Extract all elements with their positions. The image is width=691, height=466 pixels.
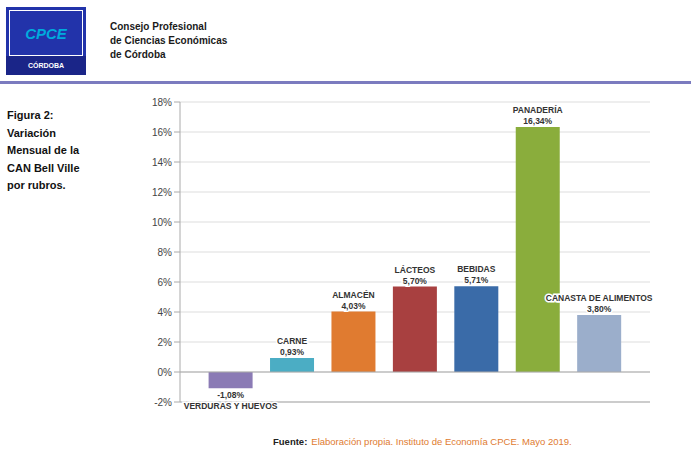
svg-text:3,80%: 3,80% bbox=[587, 304, 612, 314]
svg-text:0%: 0% bbox=[158, 367, 173, 378]
html-text:de Córdoba: de Córdoba bbox=[110, 49, 166, 60]
svg-text:18%: 18% bbox=[152, 97, 172, 108]
svg-text:CANASTA DE ALIMENTOS: CANASTA DE ALIMENTOS bbox=[546, 293, 653, 303]
svg-text:CARNE: CARNE bbox=[277, 336, 308, 346]
svg-text:VERDURAS Y HUEVOS: VERDURAS Y HUEVOS bbox=[184, 401, 278, 411]
html-text:Consejo Profesional: Consejo Profesional bbox=[110, 21, 207, 32]
svg-text:4%: 4% bbox=[158, 307, 173, 318]
svg-text:16,34%: 16,34% bbox=[523, 116, 552, 126]
svg-text:8%: 8% bbox=[158, 247, 173, 258]
html-text:CÓRDOBA: CÓRDOBA bbox=[27, 62, 65, 69]
html-text:Fuente: Elaboración propia. In: Fuente: Elaboración propia. Instituto de… bbox=[273, 436, 572, 447]
svg-text:6%: 6% bbox=[158, 277, 173, 288]
svg-text:5,71%: 5,71% bbox=[464, 275, 489, 285]
svg-text:ALMACÉN: ALMACÉN bbox=[332, 290, 375, 300]
svg-text:4,03%: 4,03% bbox=[341, 301, 366, 311]
svg-text:10%: 10% bbox=[152, 217, 172, 228]
svg-text:12%: 12% bbox=[152, 187, 172, 198]
svg-text:-2%: -2% bbox=[154, 397, 172, 408]
svg-text:16%: 16% bbox=[152, 127, 172, 138]
svg-text:2%: 2% bbox=[158, 337, 173, 348]
svg-text:0,93%: 0,93% bbox=[280, 347, 305, 357]
html-text:CPCE: CPCE bbox=[25, 24, 67, 42]
svg-text:14%: 14% bbox=[152, 157, 172, 168]
svg-text:LÁCTEOS: LÁCTEOS bbox=[395, 265, 436, 275]
svg-text:PANADERÍA: PANADERÍA bbox=[513, 105, 563, 115]
html-text:Figura 2: Variación Mensual de: Figura 2: Variación Mensual de la CAN Be… bbox=[7, 109, 80, 192]
svg-text:BEBIDAS: BEBIDAS bbox=[457, 264, 496, 274]
svg-text:5,70%: 5,70% bbox=[403, 276, 428, 286]
html-text:de Ciencias Económicas: de Ciencias Económicas bbox=[110, 35, 228, 46]
svg-text:-1,08%: -1,08% bbox=[217, 390, 244, 400]
